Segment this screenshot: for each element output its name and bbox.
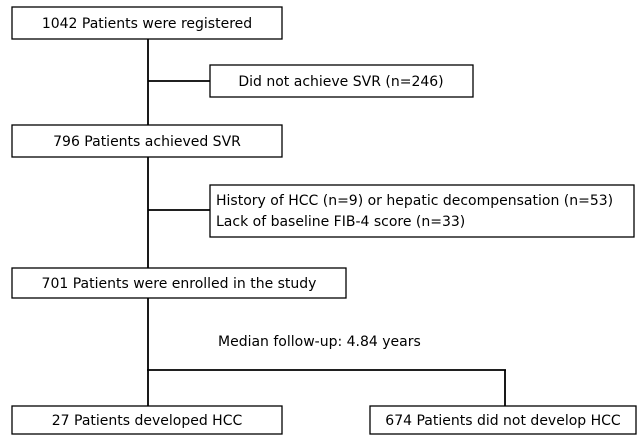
box-label: History of HCC (n=9) or hepatic decompen… (216, 193, 613, 209)
annotation: Median follow-up: 4.84 years (218, 334, 421, 350)
box-label: 701 Patients were enrolled in the study (42, 276, 317, 292)
box (369, 405, 637, 435)
box (209, 64, 474, 98)
box (11, 267, 347, 299)
box-label: 674 Patients did not develop HCC (385, 413, 621, 429)
box (11, 124, 283, 158)
box (209, 184, 635, 238)
box-label: 796 Patients achieved SVR (53, 134, 241, 150)
box-label: 27 Patients developed HCC (52, 413, 243, 429)
box (11, 6, 283, 40)
box (11, 405, 283, 435)
box-label: 1042 Patients were registered (42, 16, 252, 32)
box-label: Lack of baseline FIB-4 score (n=33) (216, 214, 465, 230)
box-label: Did not achieve SVR (n=246) (238, 74, 443, 90)
